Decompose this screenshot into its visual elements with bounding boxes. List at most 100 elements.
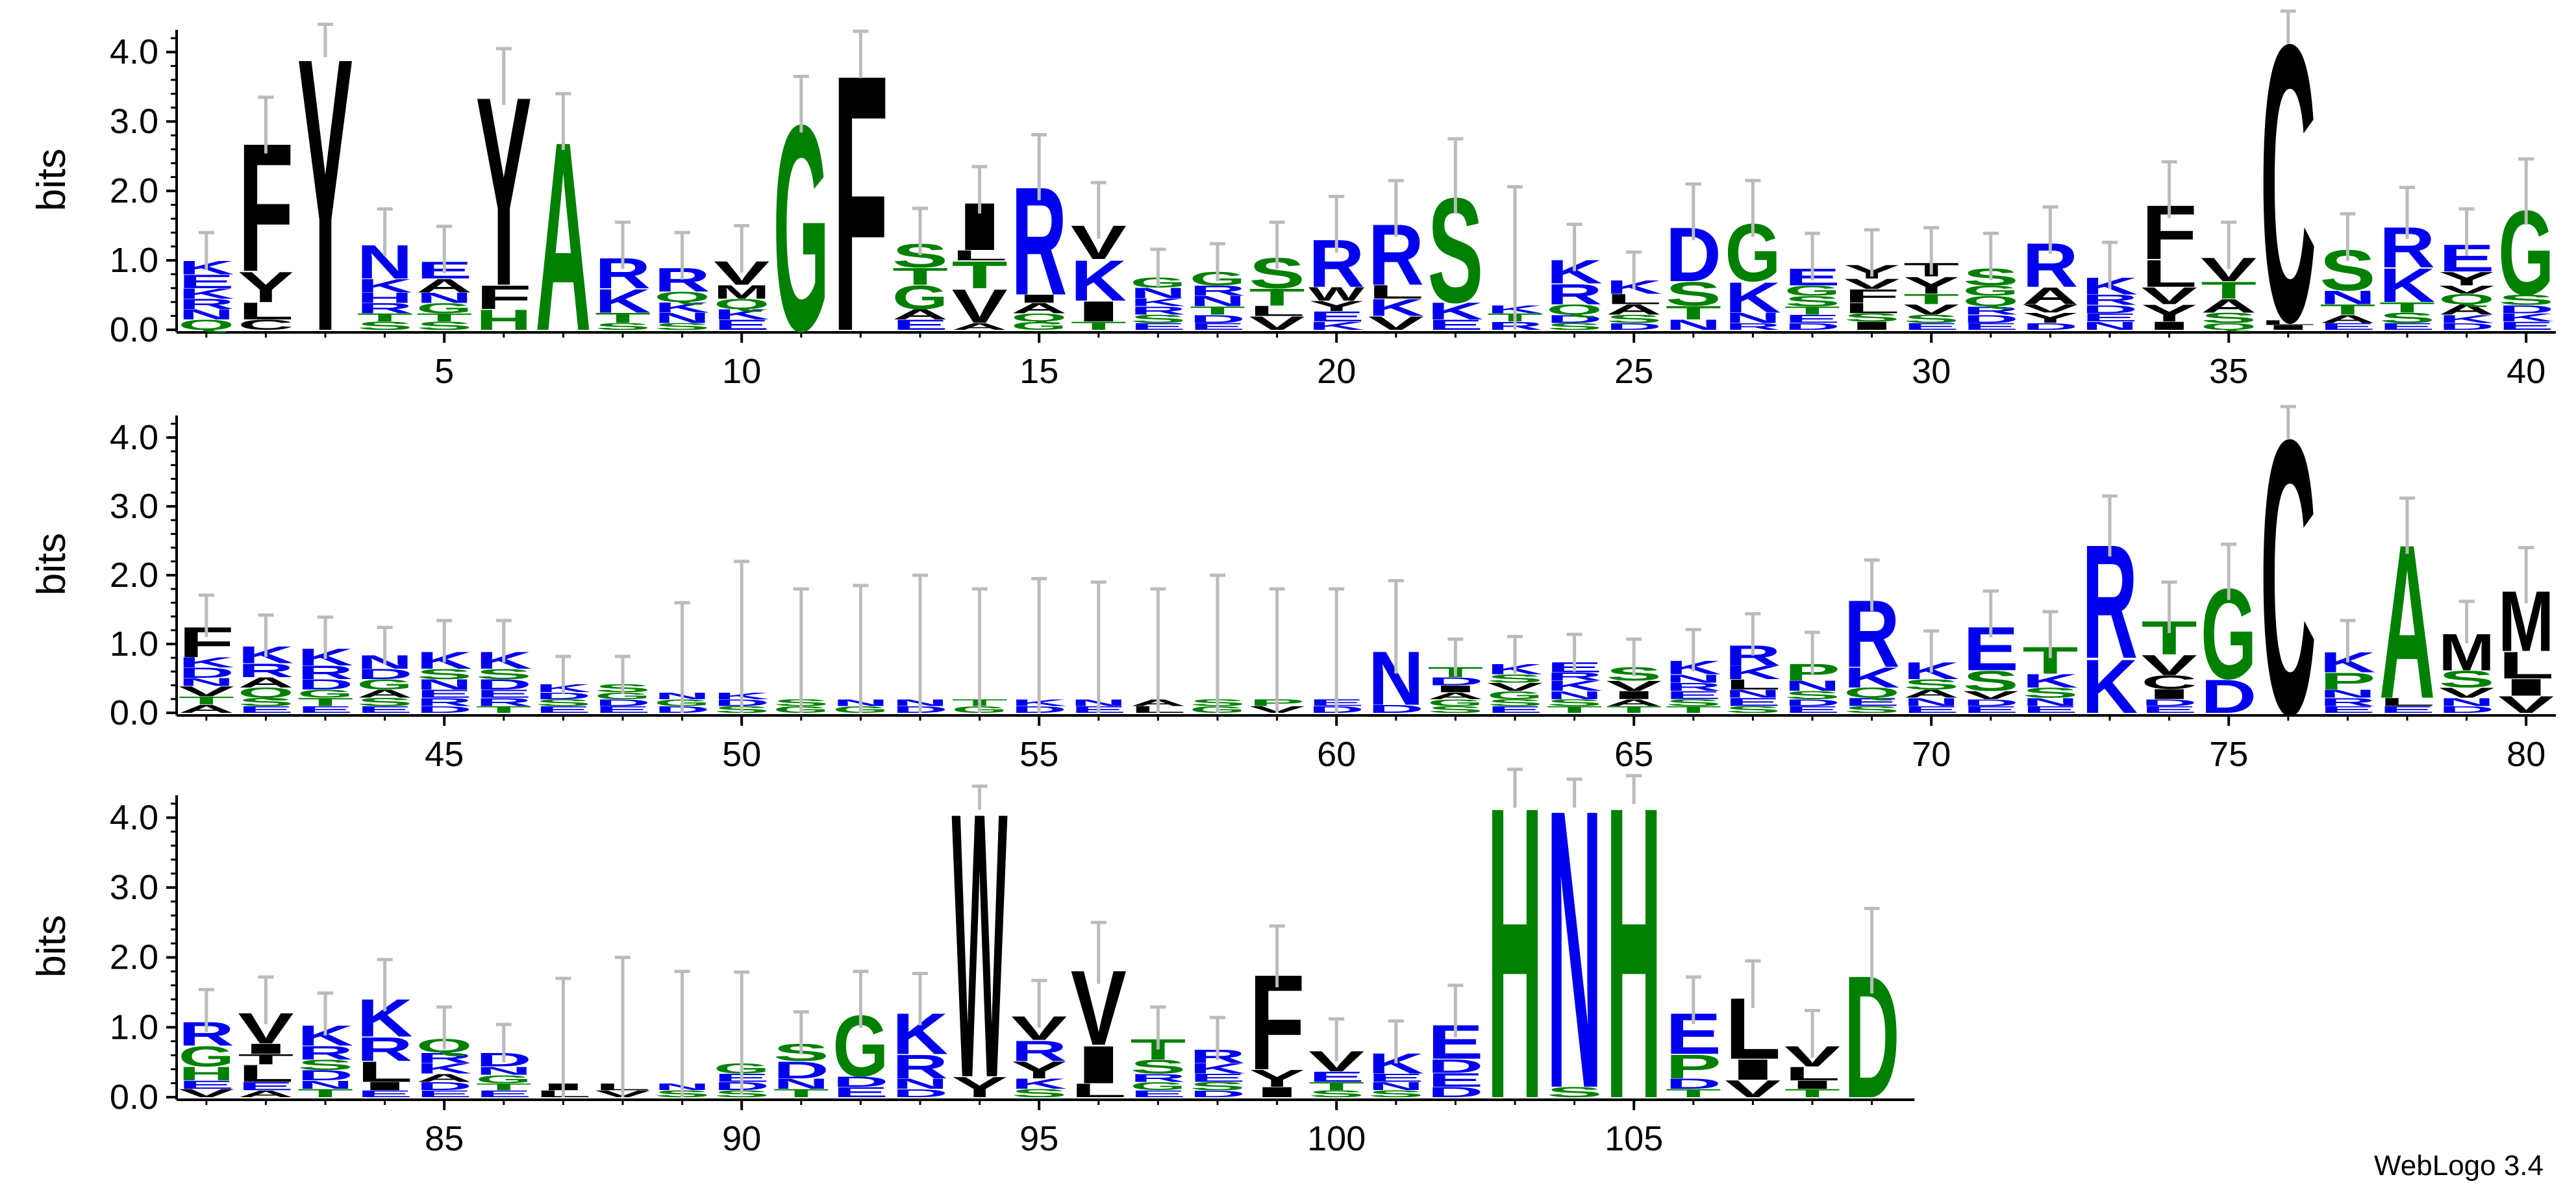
logo-letter: D: [1190, 1089, 1245, 1100]
logo-stack-17: ESRKNG: [1130, 247, 1186, 332]
y-tick-label: 0.0: [110, 693, 158, 732]
logo-letter: L: [357, 1056, 413, 1088]
logo-letter: K: [1011, 1076, 1067, 1092]
logo-letter: D: [1784, 321, 1840, 332]
logo-letter: T: [1784, 304, 1840, 317]
logo-letter: C: [238, 317, 294, 333]
logo-letter: R: [297, 1042, 353, 1063]
logo-letter: A: [238, 675, 294, 691]
logo-stack-87: LI: [535, 976, 591, 1099]
logo-letter: D: [416, 704, 472, 715]
x-tick-label: 15: [1019, 352, 1058, 391]
y-axis-label: bits: [29, 915, 74, 977]
logo-letter: L: [2379, 696, 2435, 709]
logo-letter: I: [1844, 319, 1900, 332]
logo-letter: E: [476, 1089, 532, 1100]
logo-letter: L: [1071, 1080, 1127, 1101]
logo-stack-76: C: [2260, 359, 2316, 797]
logo-letter: Y: [238, 263, 294, 312]
logo-letter: Q: [2201, 321, 2257, 332]
logo-letter: V: [2142, 649, 2197, 681]
y-tick-label: 4.0: [110, 798, 158, 837]
logo-letter: G: [1011, 319, 1067, 332]
logo-letter: V: [2439, 283, 2495, 296]
logo-letter: R: [892, 1048, 948, 1086]
x-tick-label: 105: [1605, 1119, 1663, 1158]
logo-letter: K: [2022, 670, 2078, 691]
y-axis-label: bits: [29, 149, 74, 211]
logo-letter: N: [179, 306, 234, 323]
logo-letter: L: [1249, 303, 1305, 319]
logo-stack-56: EN: [1071, 580, 1127, 715]
x-tick-label: 10: [722, 352, 761, 391]
logo-letter: V: [1487, 680, 1543, 693]
logo-letter: L: [1606, 291, 1662, 308]
logo-letter: Q: [1011, 311, 1067, 324]
logo-stack-62: SGAIDT: [1427, 638, 1483, 715]
logo-stack-103: H: [1487, 719, 1543, 1185]
x-tick-label: 55: [1019, 735, 1058, 774]
logo-letter: V: [1249, 312, 1305, 334]
logo-letter: I: [1427, 684, 1483, 694]
logo-letter: S: [1547, 1084, 1603, 1100]
logo-letter: K: [1725, 662, 1781, 684]
logo-letter: E: [1784, 704, 1840, 715]
logo-letter: L: [2142, 252, 2197, 295]
logo-letter: G: [476, 1072, 532, 1085]
logo-letter: T: [595, 310, 651, 326]
logo-letter: E: [1427, 1069, 1483, 1091]
logo-letter: H: [476, 304, 532, 336]
logo-letter: R: [2320, 696, 2375, 709]
logo-letter: V: [2142, 282, 2197, 309]
logo-letter: V: [1903, 301, 1959, 317]
logo-letter: T: [1903, 291, 1959, 308]
logo-letter: N: [1725, 310, 1781, 326]
logo-letter: Y: [2022, 310, 2078, 326]
logo-letter: T: [773, 1087, 829, 1100]
logo-letter: A: [1606, 301, 1662, 317]
x-tick-label: 70: [1912, 735, 1951, 774]
logo-letter: S: [1190, 1080, 1245, 1093]
logo-stack-3: Y: [297, 0, 353, 414]
logo-letter: S: [2201, 310, 2257, 326]
logo-letter: E: [2379, 321, 2435, 332]
logo-letter: Y: [1249, 1065, 1305, 1092]
logo-stack-6: HFY: [476, 41, 532, 343]
logo-letter: M: [714, 281, 769, 303]
logo-letter: K: [1308, 319, 1364, 332]
logo-letter: S: [1784, 293, 1840, 309]
logo-letter: G: [1427, 697, 1483, 708]
logo-letter: K: [1547, 678, 1603, 694]
logo-letter: D: [773, 1056, 829, 1084]
logo-letter: N: [1784, 678, 1840, 694]
y-tick-label: 1.0: [110, 1008, 158, 1047]
logo-letter: C: [2260, 0, 2316, 404]
logo-letter: S: [357, 695, 413, 708]
logo-letter: A: [1427, 690, 1483, 700]
logo-stack-78: ELA: [2379, 496, 2435, 745]
logo-letter: K: [179, 286, 234, 302]
logo-letter: Q: [1844, 685, 1900, 701]
logo-letter: K: [1368, 294, 1424, 321]
logo-letter: T: [1190, 304, 1245, 317]
weblogo-credit: WebLogo 3.4: [2374, 1150, 2544, 1182]
x-tick-label: 25: [1614, 352, 1653, 391]
logo-letter: K: [2379, 259, 2435, 313]
logo-letter: E: [2379, 704, 2435, 715]
logo-letter: E: [832, 1084, 888, 1100]
x-tick-label: 30: [1912, 352, 1951, 391]
logo-letter: N: [476, 1065, 532, 1078]
logo-stack-73: KR: [2082, 494, 2138, 730]
logo-letter: D: [1606, 321, 1662, 332]
logo-letter: A: [952, 321, 1008, 332]
logo-letter: E: [1963, 704, 2019, 715]
logo-letter: E: [1725, 695, 1781, 708]
logo-letter: D: [535, 690, 591, 700]
